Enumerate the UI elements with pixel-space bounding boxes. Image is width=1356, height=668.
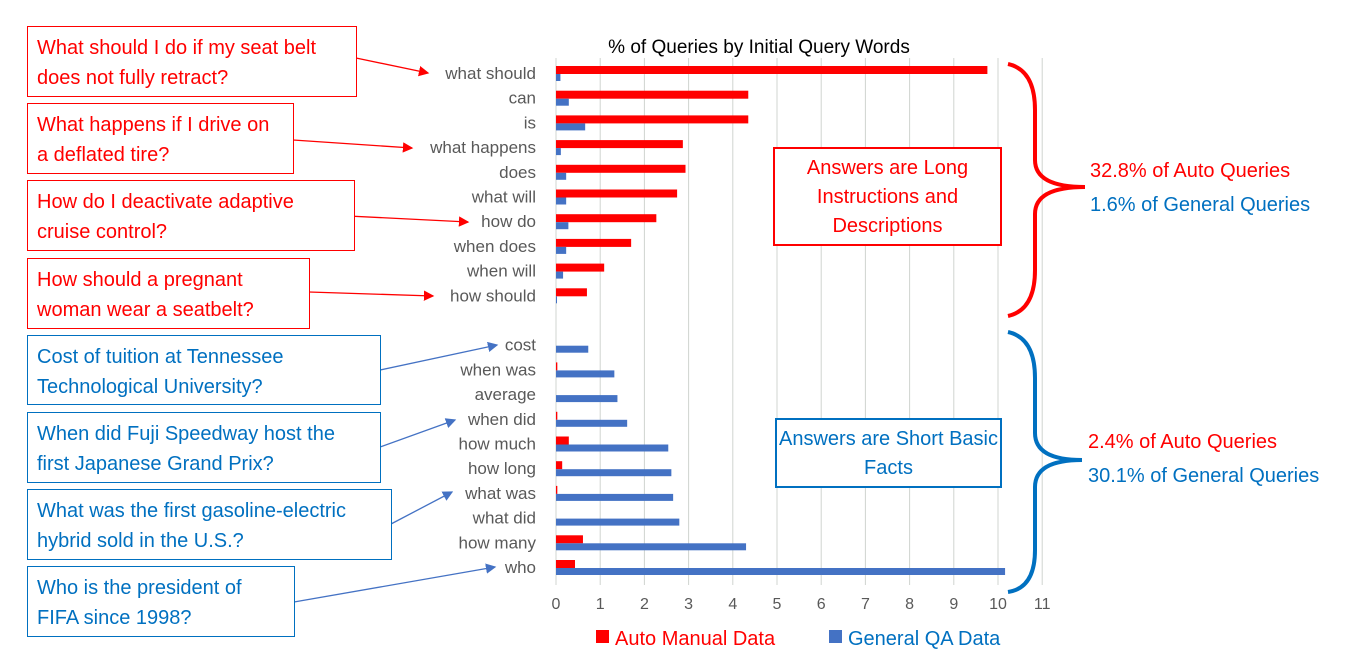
bar-general-qa	[556, 222, 569, 230]
category-label: what happens	[429, 138, 536, 157]
x-tick-label: 0	[552, 596, 561, 613]
category-label: who	[504, 558, 536, 577]
bar-general-qa	[556, 74, 561, 81]
x-tick-label: 11	[1034, 596, 1051, 613]
bar-general-qa	[556, 493, 674, 501]
category-label: how do	[481, 212, 536, 231]
bar-general-qa	[556, 246, 567, 254]
x-tick-label: 9	[949, 596, 958, 613]
callout-arrow	[308, 290, 435, 301]
note-bottom-auto: 2.4% of Auto Queries	[1088, 431, 1278, 453]
callout-arrow	[293, 563, 497, 603]
long-answers-box: Answers are Long Instructions and Descri…	[773, 147, 1002, 246]
bar-auto-manual	[556, 90, 749, 99]
category-label: when does	[453, 237, 536, 256]
category-label: what was	[464, 484, 536, 503]
callout-arrow	[379, 418, 457, 448]
note-top-auto: 32.8% of Auto Queries	[1090, 160, 1291, 182]
bar-auto-manual	[556, 485, 558, 494]
curly-brace-blue	[1007, 330, 1083, 594]
bar-general-qa	[556, 395, 618, 403]
legend-label-general: General QA Data	[848, 628, 1001, 650]
category-label: how long	[468, 459, 536, 478]
category-label: can	[509, 89, 536, 108]
short-answers-box: Answers are Short Basic Facts	[775, 418, 1002, 488]
bar-auto-manual	[556, 238, 632, 247]
callout-arrow	[390, 491, 454, 525]
bar-auto-manual	[556, 214, 657, 223]
bar-auto-manual	[556, 115, 749, 124]
x-tick-label: 5	[773, 596, 782, 613]
bar-general-qa	[556, 469, 672, 477]
callout-fuji: When did Fuji Speedway host the first Ja…	[27, 412, 381, 483]
x-tick-label: 3	[684, 596, 693, 613]
callout-tuition: Cost of tuition at Tennessee Technologic…	[27, 335, 381, 405]
category-label: how should	[450, 286, 536, 305]
x-tick-label: 2	[640, 596, 649, 613]
bar-general-qa	[556, 518, 680, 526]
note-top-general: 1.6% of General Queries	[1090, 194, 1311, 216]
bar-auto-manual	[556, 461, 563, 470]
bar-auto-manual	[556, 140, 683, 149]
category-label: when was	[459, 360, 536, 379]
bar-auto-manual	[556, 66, 988, 74]
bar-general-qa	[556, 296, 557, 304]
x-tick-label: 1	[596, 596, 605, 613]
callout-pregnant-seatbelt: How should a pregnant woman wear a seatb…	[27, 258, 310, 329]
bar-auto-manual	[556, 164, 686, 173]
bar-auto-manual	[556, 411, 558, 420]
bar-general-qa	[556, 123, 586, 131]
bar-general-qa	[556, 419, 628, 427]
bar-auto-manual	[556, 189, 678, 198]
bar-general-qa	[556, 172, 567, 180]
bar-auto-manual	[556, 362, 558, 371]
callout-deflated-tire: What happens if I drive on a deflated ti…	[27, 103, 294, 174]
callout-arrow	[379, 341, 499, 371]
category-label: when did	[467, 410, 536, 429]
bar-auto-manual	[556, 288, 587, 297]
x-tick-label: 8	[905, 596, 914, 613]
bar-general-qa	[556, 271, 564, 279]
bar-general-qa	[556, 543, 747, 551]
category-label: when will	[466, 262, 536, 281]
bar-general-qa	[556, 98, 569, 106]
category-label: what will	[471, 188, 536, 207]
category-label: how much	[459, 435, 536, 454]
x-tick-label: 10	[989, 596, 1007, 613]
category-label: is	[524, 113, 536, 132]
legend-label-auto: Auto Manual Data	[615, 628, 776, 650]
callout-arrow	[355, 57, 430, 77]
category-label: what should	[444, 64, 536, 83]
category-label: cost	[505, 336, 536, 355]
note-bottom-general: 30.1% of General Queries	[1088, 465, 1320, 487]
x-tick-label: 4	[728, 596, 737, 613]
x-tick-label: 7	[861, 596, 870, 613]
callout-cruise-control: How do I deactivate adaptive cruise cont…	[27, 180, 355, 251]
category-label: average	[475, 385, 536, 404]
category-label: does	[499, 163, 536, 182]
bar-general-qa	[556, 197, 567, 205]
callout-seatbelt: What should I do if my seat belt does no…	[27, 26, 357, 97]
curly-brace-red	[1007, 62, 1086, 318]
bar-auto-manual	[556, 263, 605, 272]
bar-general-qa	[556, 148, 561, 156]
legend-swatch-general	[829, 630, 842, 643]
bar-auto-manual	[556, 436, 569, 445]
category-label: what did	[472, 509, 536, 528]
bar-general-qa	[556, 444, 669, 452]
chart-title: % of Queries by Initial Query Words	[608, 37, 910, 58]
callout-fifa: Who is the president of FIFA since 1998?	[27, 566, 295, 637]
bar-general-qa	[556, 370, 615, 378]
x-tick-label: 6	[817, 596, 826, 613]
callout-arrow	[292, 139, 414, 153]
callout-hybrid: What was the first gasoline-electric hyb…	[27, 489, 392, 560]
bar-general-qa	[556, 568, 1006, 575]
bar-auto-manual	[556, 535, 583, 544]
bar-auto-manual	[556, 560, 576, 568]
legend-swatch-auto	[596, 630, 609, 643]
category-label: how many	[459, 533, 537, 552]
bar-general-qa	[556, 345, 589, 353]
